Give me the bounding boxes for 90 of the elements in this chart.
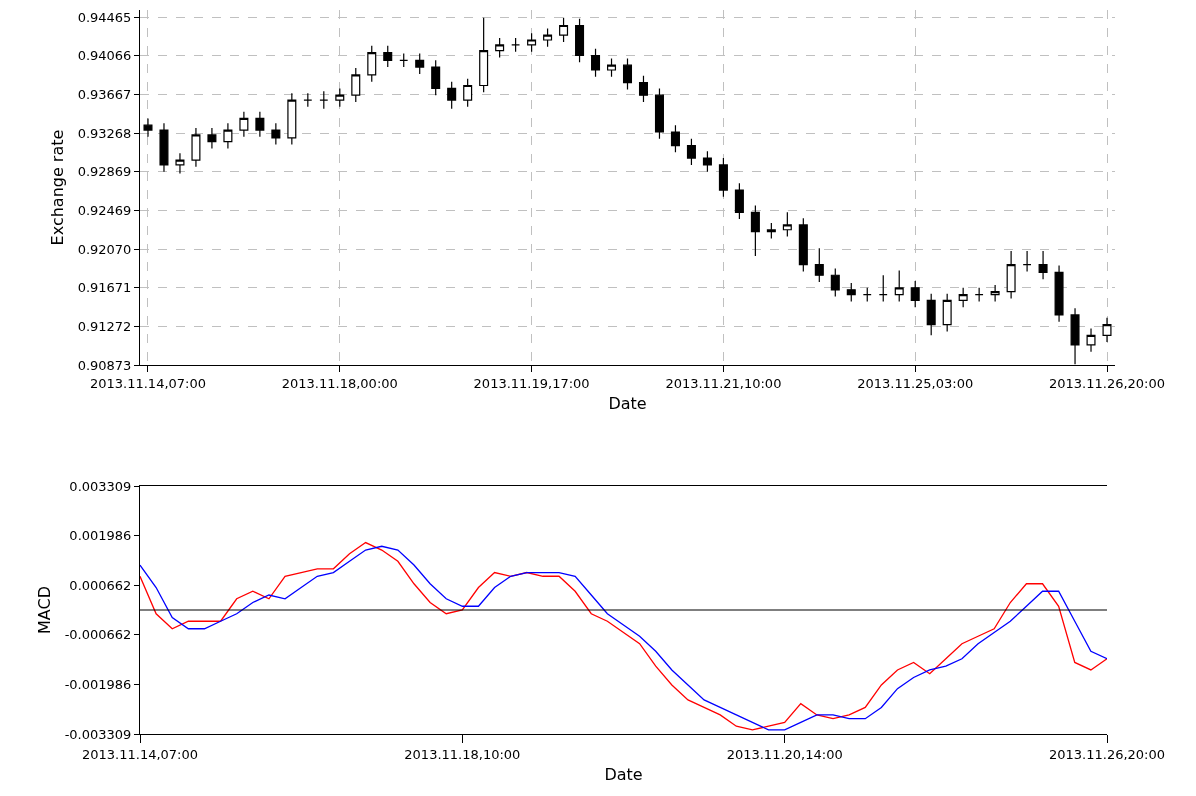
x-tick-label: 2013.11.14,07:00	[81, 746, 199, 762]
candlestick	[958, 287, 968, 308]
x-tick-label: 2013.11.19,17:00	[473, 375, 590, 391]
candlestick	[814, 247, 824, 283]
y-tick-label: -0.003309	[64, 726, 132, 742]
candlestick	[559, 17, 569, 43]
candlestick	[1006, 250, 1016, 300]
x-axis-title: Date	[608, 394, 647, 414]
y-tick-label: 0.90873	[77, 357, 132, 373]
x-tick-label: 2013.11.20,14:00	[726, 746, 843, 762]
candlestick	[239, 111, 249, 138]
candlestick	[367, 45, 377, 83]
candlestick	[143, 117, 153, 138]
candlestick	[638, 75, 648, 103]
x-tick-label: 2013.11.26,20:00	[1048, 375, 1166, 391]
candlestick	[175, 152, 185, 175]
y-tick-label: 0.91671	[77, 280, 132, 296]
candlestick	[942, 293, 952, 333]
candlestick	[335, 87, 345, 108]
x-axis-title: Date	[604, 765, 643, 785]
candlestick	[910, 280, 920, 308]
y-tick-label: 0.91272	[77, 318, 132, 334]
candlestick	[862, 287, 872, 302]
candlestick	[830, 267, 840, 298]
candlestick	[591, 48, 601, 78]
candlestick	[1038, 250, 1048, 280]
candlestick	[622, 57, 633, 90]
candlestick	[447, 81, 457, 110]
candlestick	[511, 37, 521, 53]
candlestick	[319, 90, 329, 110]
candlestick	[399, 52, 409, 68]
candlestick	[1086, 327, 1096, 353]
candlestick	[702, 150, 712, 173]
y-tick-label: 0.94066	[77, 48, 132, 64]
candlestick	[750, 204, 760, 257]
y-tick-label: 0.93667	[77, 87, 132, 103]
candlestick	[287, 92, 297, 146]
candlestick	[191, 127, 201, 168]
candlestick	[575, 18, 585, 63]
y-tick-label: 0.92070	[77, 241, 132, 257]
candlestick	[670, 124, 680, 153]
x-tick-label: 2013.11.25,03:00	[857, 375, 974, 391]
candlestick	[271, 122, 281, 146]
candlestick	[1022, 250, 1032, 272]
candlestick	[303, 92, 313, 108]
x-tick-label: 2013.11.14,07:00	[89, 375, 207, 391]
candlestick	[734, 182, 744, 220]
candlestick	[479, 17, 489, 93]
candlestick	[846, 282, 856, 302]
y-tick-label: 0.000662	[69, 577, 132, 593]
candlestick	[463, 78, 473, 108]
candlestick	[607, 57, 617, 78]
candlestick	[686, 138, 696, 166]
candlestick	[207, 127, 217, 150]
candlestick	[1102, 317, 1112, 343]
candlestick	[527, 32, 537, 53]
candlestick	[654, 87, 664, 140]
candlestick	[431, 59, 441, 96]
candlestick	[543, 27, 553, 48]
candlestick	[255, 111, 265, 138]
x-tick-label: 2013.11.18,00:00	[281, 375, 398, 391]
candlestick	[782, 211, 792, 238]
candlestick	[718, 157, 728, 198]
y-axis-title: Exchange rate	[47, 129, 67, 246]
y-tick-label: 0.93268	[77, 125, 132, 141]
x-tick-label: 2013.11.26,20:00	[1048, 746, 1166, 762]
candlestick	[990, 284, 1000, 302]
candlestick	[495, 37, 505, 59]
y-tick-label: -0.000662	[64, 627, 132, 643]
candlestick	[159, 122, 169, 173]
y-tick-label: 0.003309	[69, 478, 132, 494]
y-tick-label: 0.92469	[77, 203, 132, 219]
candlestick	[415, 52, 425, 75]
y-axis-title: MACD	[34, 586, 54, 634]
candlestick	[878, 274, 888, 302]
candlestick	[894, 269, 904, 302]
candlestick	[766, 222, 776, 240]
y-tick-label: 0.94465	[77, 9, 132, 25]
candlestick	[383, 45, 393, 68]
y-tick-label: 0.001986	[69, 528, 132, 544]
x-tick-label: 2013.11.18,10:00	[404, 746, 521, 762]
x-tick-label: 2013.11.21,10:00	[665, 375, 782, 391]
y-tick-label: 0.92869	[77, 164, 132, 180]
candlestick	[1054, 264, 1064, 323]
candlestick	[926, 293, 936, 336]
candlestick	[974, 287, 984, 302]
y-tick-label: -0.001986	[64, 676, 132, 692]
candlestick	[798, 217, 808, 272]
candlestick	[223, 122, 233, 150]
candlestick	[351, 67, 361, 103]
